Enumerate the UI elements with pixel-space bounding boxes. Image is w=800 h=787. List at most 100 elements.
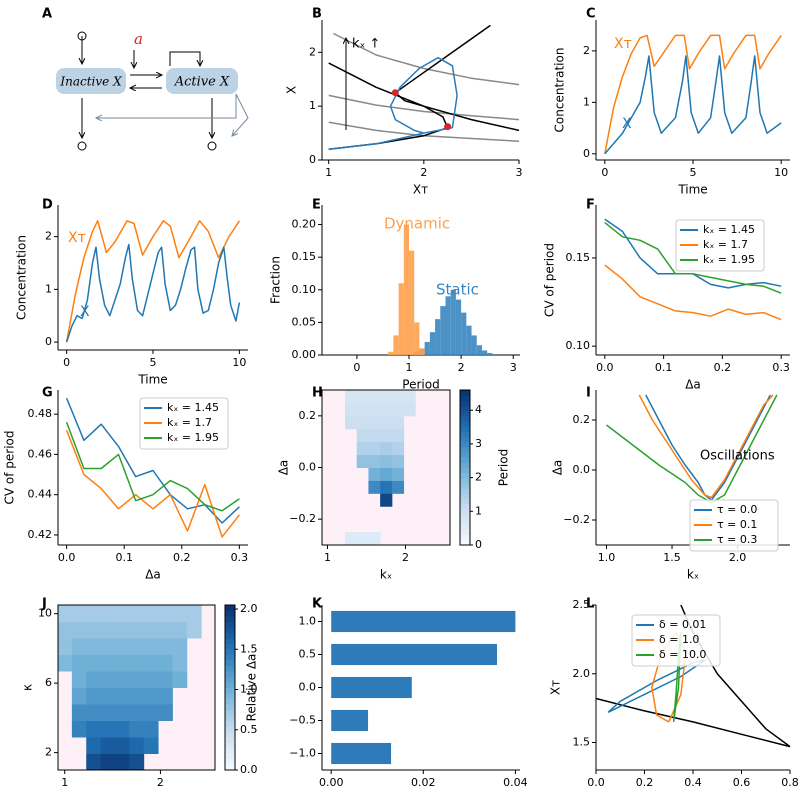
colorbar-label: Period xyxy=(497,449,511,486)
y-tick-label: 0.46 xyxy=(28,447,53,460)
heatmap-cell xyxy=(143,605,159,622)
sink xyxy=(207,141,217,151)
panel-letter: B xyxy=(312,7,322,22)
y-tick-label: −0.2 xyxy=(563,513,590,526)
colorbar-segment xyxy=(225,660,235,666)
heatmap-cell xyxy=(129,654,145,672)
histogram-bar xyxy=(461,312,467,355)
x-tick-label: 0.0 xyxy=(596,361,614,374)
x-tick-label: 0 xyxy=(601,166,608,179)
heatmap-cell xyxy=(391,467,405,481)
colorbar-segment xyxy=(225,704,235,710)
x-tick-label: 0.1 xyxy=(115,551,133,564)
line xyxy=(65,243,241,343)
heatmap-cell xyxy=(114,704,130,721)
x-axis-label: Xᴛ xyxy=(413,183,428,197)
heatmap-cell xyxy=(345,402,358,417)
arrow xyxy=(232,93,249,136)
panel-letter: C xyxy=(586,7,596,22)
x-tick-label: 0.2 xyxy=(636,776,654,787)
colorbar-tick-label: 2 xyxy=(475,471,482,484)
heatmap-cell xyxy=(71,638,87,655)
heatmap-cell xyxy=(86,720,102,738)
histogram-bar xyxy=(398,283,404,355)
colorbar-segment xyxy=(225,726,235,732)
heatmap-cell xyxy=(368,467,381,481)
y-tick-label: 2.0 xyxy=(573,667,591,680)
heatmap-cell xyxy=(143,720,159,738)
colorbar-segment xyxy=(460,390,470,396)
y-tick-label: 0.5 xyxy=(299,648,317,661)
heatmap-cell xyxy=(114,671,130,688)
y-axis-label: Fraction xyxy=(269,256,283,304)
panel-letter: G xyxy=(42,386,53,401)
panel-letter: H xyxy=(312,386,323,401)
y-axis-label: κ xyxy=(21,684,35,691)
heatmap-cell xyxy=(71,605,87,622)
x-axis-label: Time xyxy=(137,373,167,387)
diagram: A Inactive X Active X a xyxy=(42,7,249,151)
heatmap-cell xyxy=(172,621,188,639)
x-tick-label: 2 xyxy=(157,776,164,787)
heatmap-cell xyxy=(71,654,87,672)
y-tick-label: −0.5 xyxy=(289,714,316,727)
heatmap-cell xyxy=(368,532,381,546)
heatmap-cell xyxy=(129,753,145,771)
heatmap-cell xyxy=(100,753,116,771)
heatmap-cell xyxy=(380,428,393,443)
heatmap-cell xyxy=(143,704,159,721)
bar xyxy=(331,709,369,732)
y-tick-label: 1 xyxy=(309,99,316,112)
y-tick-label: 1.5 xyxy=(573,736,591,749)
colorbar-segment xyxy=(460,457,470,463)
heatmap-cell xyxy=(129,720,145,738)
x-tick-label: 0.2 xyxy=(173,551,191,564)
colorbar-tick-label: 1.0 xyxy=(240,683,258,696)
colorbar-tick-label: 2.0 xyxy=(240,602,258,615)
x-tick-label: 0 xyxy=(63,356,70,369)
point xyxy=(391,89,399,97)
histogram-bar xyxy=(476,345,482,355)
x-tick-label: 1.0 xyxy=(598,551,616,564)
heatmap-cell xyxy=(129,671,145,688)
heatmap-cell xyxy=(100,737,116,754)
colorbar-segment xyxy=(225,676,235,683)
heatmap-cell xyxy=(143,621,159,639)
line xyxy=(65,220,241,343)
heatmap-cell xyxy=(71,704,87,721)
x-tick-label: 0.04 xyxy=(503,776,528,787)
heatmap-cell xyxy=(86,621,102,639)
heatmap-cell xyxy=(58,654,73,672)
heatmap-cell xyxy=(380,415,393,430)
heatmap-cell xyxy=(143,671,159,688)
bar xyxy=(331,610,516,633)
heatmap-cell xyxy=(356,415,369,430)
line xyxy=(328,94,520,121)
heatmap-cell xyxy=(368,454,381,468)
y-tick-label: 0.10 xyxy=(292,283,317,296)
colorbar-segment xyxy=(460,529,470,536)
legend-label: τ = 0.3 xyxy=(717,533,757,546)
bar xyxy=(331,742,392,765)
heatmap-cell xyxy=(71,621,87,639)
series-label: Static xyxy=(436,281,479,299)
colorbar-tick-label: 3 xyxy=(475,437,482,450)
y-tick-label: 0.48 xyxy=(28,407,53,420)
colorbar-segment xyxy=(460,436,470,443)
colorbar-segment xyxy=(460,400,470,406)
histogram-bar xyxy=(409,250,415,355)
colorbar-tick-label: 4 xyxy=(475,403,482,416)
histogram-bar xyxy=(440,306,446,355)
heatmap-cell xyxy=(86,605,102,622)
heatmap-cell xyxy=(129,638,145,655)
y-tick-label: 1 xyxy=(45,282,52,295)
y-tick-label: 0.44 xyxy=(28,488,53,501)
line xyxy=(595,697,791,748)
y-axis-label: CV of period xyxy=(3,430,17,504)
x-tick-label: 2.0 xyxy=(729,551,747,564)
histogram-bar xyxy=(393,335,399,355)
heatmap-cell xyxy=(129,737,145,754)
colorbar-segment xyxy=(460,493,470,499)
colorbar-segment xyxy=(225,621,235,628)
